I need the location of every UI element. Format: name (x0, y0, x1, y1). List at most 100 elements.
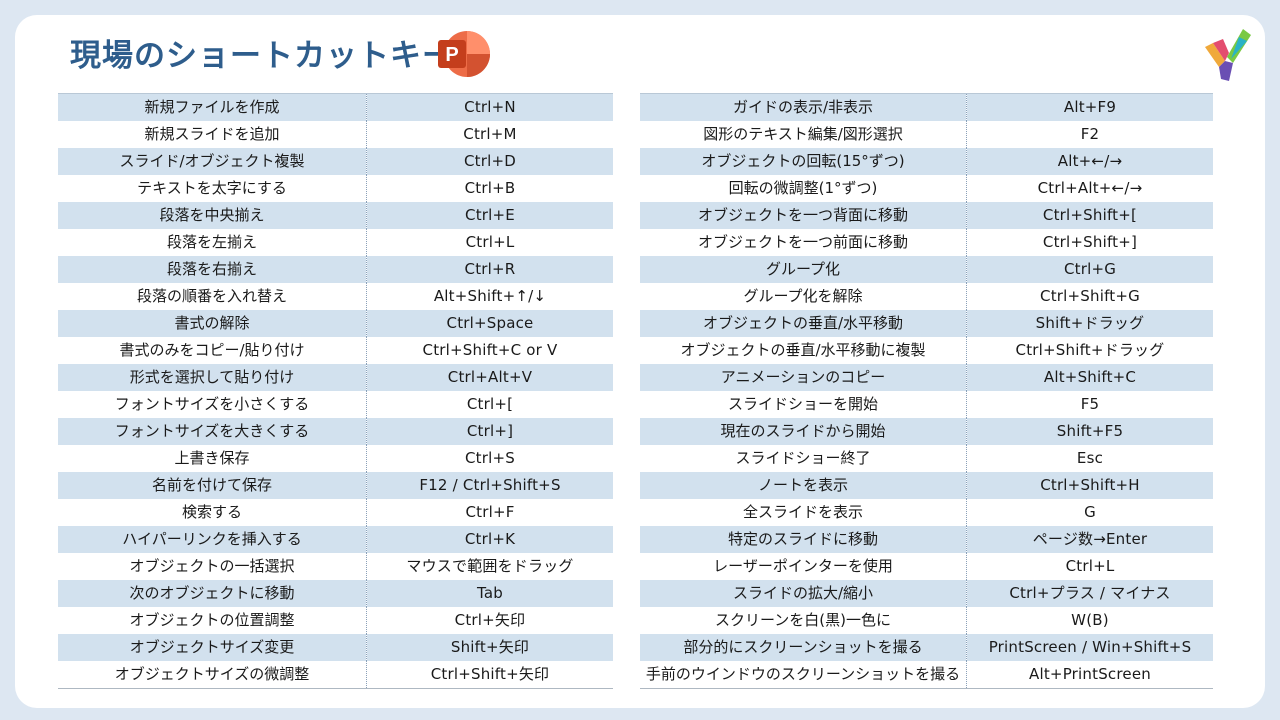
table-row: 現在のスライドから開始 Shift+F5 (640, 418, 1213, 445)
shortcut-keys: Shift+ドラッグ (966, 310, 1213, 337)
shortcut-keys: Ctrl+Shift+G (966, 283, 1213, 310)
shortcut-action: 手前のウインドウのスクリーンショットを撮る (640, 661, 967, 689)
shortcut-action: オブジェクトサイズ変更 (58, 634, 367, 661)
table-row: テキストを太字にする Ctrl+B (58, 175, 613, 202)
table-row: 全スライドを表示 G (640, 499, 1213, 526)
table-row: グループ化を解除 Ctrl+Shift+G (640, 283, 1213, 310)
shortcut-action: スライドショー終了 (640, 445, 967, 472)
shortcut-keys: Ctrl+] (366, 418, 613, 445)
shortcut-action: スライドショーを開始 (640, 391, 967, 418)
shortcut-keys: Alt+←/→ (966, 148, 1213, 175)
shortcut-action: 上書き保存 (58, 445, 367, 472)
shortcut-keys: W(B) (966, 607, 1213, 634)
brand-logo (1205, 29, 1251, 81)
table-row: オブジェクトサイズ変更 Shift+矢印 (58, 634, 613, 661)
shortcut-keys: PrintScreen / Win+Shift+S (966, 634, 1213, 661)
shortcut-keys: Ctrl+Shift+ドラッグ (966, 337, 1213, 364)
shortcut-action: 回転の微調整(1°ずつ) (640, 175, 967, 202)
table-row: 書式の解除 Ctrl+Space (58, 310, 613, 337)
shortcut-action: 新規ファイルを作成 (58, 93, 367, 121)
shortcut-keys: Alt+F9 (966, 93, 1213, 121)
table-row: オブジェクトサイズの微調整 Ctrl+Shift+矢印 (58, 661, 613, 689)
table-row: ノートを表示 Ctrl+Shift+H (640, 472, 1213, 499)
table-row: スクリーンを白(黒)一色に W(B) (640, 607, 1213, 634)
shortcut-keys: ページ数→Enter (966, 526, 1213, 553)
shortcut-keys: G (966, 499, 1213, 526)
shortcut-keys: Ctrl+Alt+V (366, 364, 613, 391)
table-row: 名前を付けて保存 F12 / Ctrl+Shift+S (58, 472, 613, 499)
table-row: 形式を選択して貼り付け Ctrl+Alt+V (58, 364, 613, 391)
table-row: 検索する Ctrl+F (58, 499, 613, 526)
table-row: スライドショー終了 Esc (640, 445, 1213, 472)
shortcut-action: オブジェクトを一つ背面に移動 (640, 202, 967, 229)
table-row: オブジェクトの垂直/水平移動 Shift+ドラッグ (640, 310, 1213, 337)
shortcut-keys: F5 (966, 391, 1213, 418)
shortcut-keys: Ctrl+M (366, 121, 613, 148)
shortcut-keys: Ctrl+Space (366, 310, 613, 337)
table-row: オブジェクトを一つ背面に移動 Ctrl+Shift+[ (640, 202, 1213, 229)
table-row: ハイパーリンクを挿入する Ctrl+K (58, 526, 613, 553)
shortcut-keys: Ctrl+L (366, 229, 613, 256)
table-row: 段落を右揃え Ctrl+R (58, 256, 613, 283)
shortcut-action: レーザーポインターを使用 (640, 553, 967, 580)
shortcut-keys: Ctrl+R (366, 256, 613, 283)
shortcut-keys: Ctrl+Shift+[ (966, 202, 1213, 229)
shortcut-keys: Alt+Shift+C (966, 364, 1213, 391)
shortcut-action: フォントサイズを小さくする (58, 391, 367, 418)
shortcut-action: ハイパーリンクを挿入する (58, 526, 367, 553)
shortcut-action: 段落の順番を入れ替え (58, 283, 367, 310)
table-row: レーザーポインターを使用 Ctrl+L (640, 553, 1213, 580)
table-row: 書式のみをコピー/貼り付け Ctrl+Shift+C or V (58, 337, 613, 364)
table-row: オブジェクトの一括選択 マウスで範囲をドラッグ (58, 553, 613, 580)
shortcut-action: オブジェクトの一括選択 (58, 553, 367, 580)
shortcut-keys: Ctrl+Shift+矢印 (366, 661, 613, 689)
shortcut-action: ガイドの表示/非表示 (640, 93, 967, 121)
shortcut-action: 検索する (58, 499, 367, 526)
table-row: ガイドの表示/非表示 Alt+F9 (640, 93, 1213, 121)
table-row: スライド/オブジェクト複製 Ctrl+D (58, 148, 613, 175)
shortcut-action: グループ化 (640, 256, 967, 283)
shortcut-table-right: ガイドの表示/非表示 Alt+F9 図形のテキスト編集/図形選択 F2 オブジェクトの回… (640, 93, 1213, 689)
shortcut-action: 新規スライドを追加 (58, 121, 367, 148)
table-row: 特定のスライドに移動 ページ数→Enter (640, 526, 1213, 553)
table-row: 図形のテキスト編集/図形選択 F2 (640, 121, 1213, 148)
shortcut-action: 段落を右揃え (58, 256, 367, 283)
powerpoint-icon-letter: P (445, 44, 458, 66)
shortcut-keys: Esc (966, 445, 1213, 472)
shortcut-keys: Ctrl+E (366, 202, 613, 229)
shortcut-action: アニメーションのコピー (640, 364, 967, 391)
shortcut-action: 名前を付けて保存 (58, 472, 367, 499)
table-row: オブジェクトの回転(15°ずつ) Alt+←/→ (640, 148, 1213, 175)
table-row: スライドショーを開始 F5 (640, 391, 1213, 418)
shortcut-keys: Ctrl+Shift+H (966, 472, 1213, 499)
shortcut-keys: Ctrl+N (366, 93, 613, 121)
shortcut-keys: Ctrl+Shift+] (966, 229, 1213, 256)
shortcut-action: オブジェクトの位置調整 (58, 607, 367, 634)
table-row: オブジェクトの垂直/水平移動に複製 Ctrl+Shift+ドラッグ (640, 337, 1213, 364)
shortcut-keys: F2 (966, 121, 1213, 148)
shortcut-keys: Ctrl+F (366, 499, 613, 526)
shortcut-action: 現在のスライドから開始 (640, 418, 967, 445)
shortcut-action: 書式の解除 (58, 310, 367, 337)
table-row: 次のオブジェクトに移動 Tab (58, 580, 613, 607)
shortcut-action: オブジェクトサイズの微調整 (58, 661, 367, 689)
shortcut-action: 段落を中央揃え (58, 202, 367, 229)
shortcut-table-left: 新規ファイルを作成 Ctrl+N 新規スライドを追加 Ctrl+M スライド/オブジェク… (58, 93, 613, 689)
shortcut-keys: Ctrl+プラス / マイナス (966, 580, 1213, 607)
shortcut-action: オブジェクトの垂直/水平移動 (640, 310, 967, 337)
shortcut-action: グループ化を解除 (640, 283, 967, 310)
shortcut-keys: Ctrl+G (966, 256, 1213, 283)
shortcut-keys: Ctrl+B (366, 175, 613, 202)
shortcut-action: フォントサイズを大きくする (58, 418, 367, 445)
shortcut-action: 段落を左揃え (58, 229, 367, 256)
shortcut-action: スライドの拡大/縮小 (640, 580, 967, 607)
table-row: 手前のウインドウのスクリーンショットを撮る Alt+PrintScreen (640, 661, 1213, 689)
table-row: フォントサイズを大きくする Ctrl+] (58, 418, 613, 445)
shortcut-keys: Ctrl+Alt+←/→ (966, 175, 1213, 202)
table-row: 新規スライドを追加 Ctrl+M (58, 121, 613, 148)
shortcut-keys: Shift+F5 (966, 418, 1213, 445)
table-row: 上書き保存 Ctrl+S (58, 445, 613, 472)
shortcut-keys: Tab (366, 580, 613, 607)
shortcut-keys: Ctrl+L (966, 553, 1213, 580)
shortcut-keys: Ctrl+D (366, 148, 613, 175)
